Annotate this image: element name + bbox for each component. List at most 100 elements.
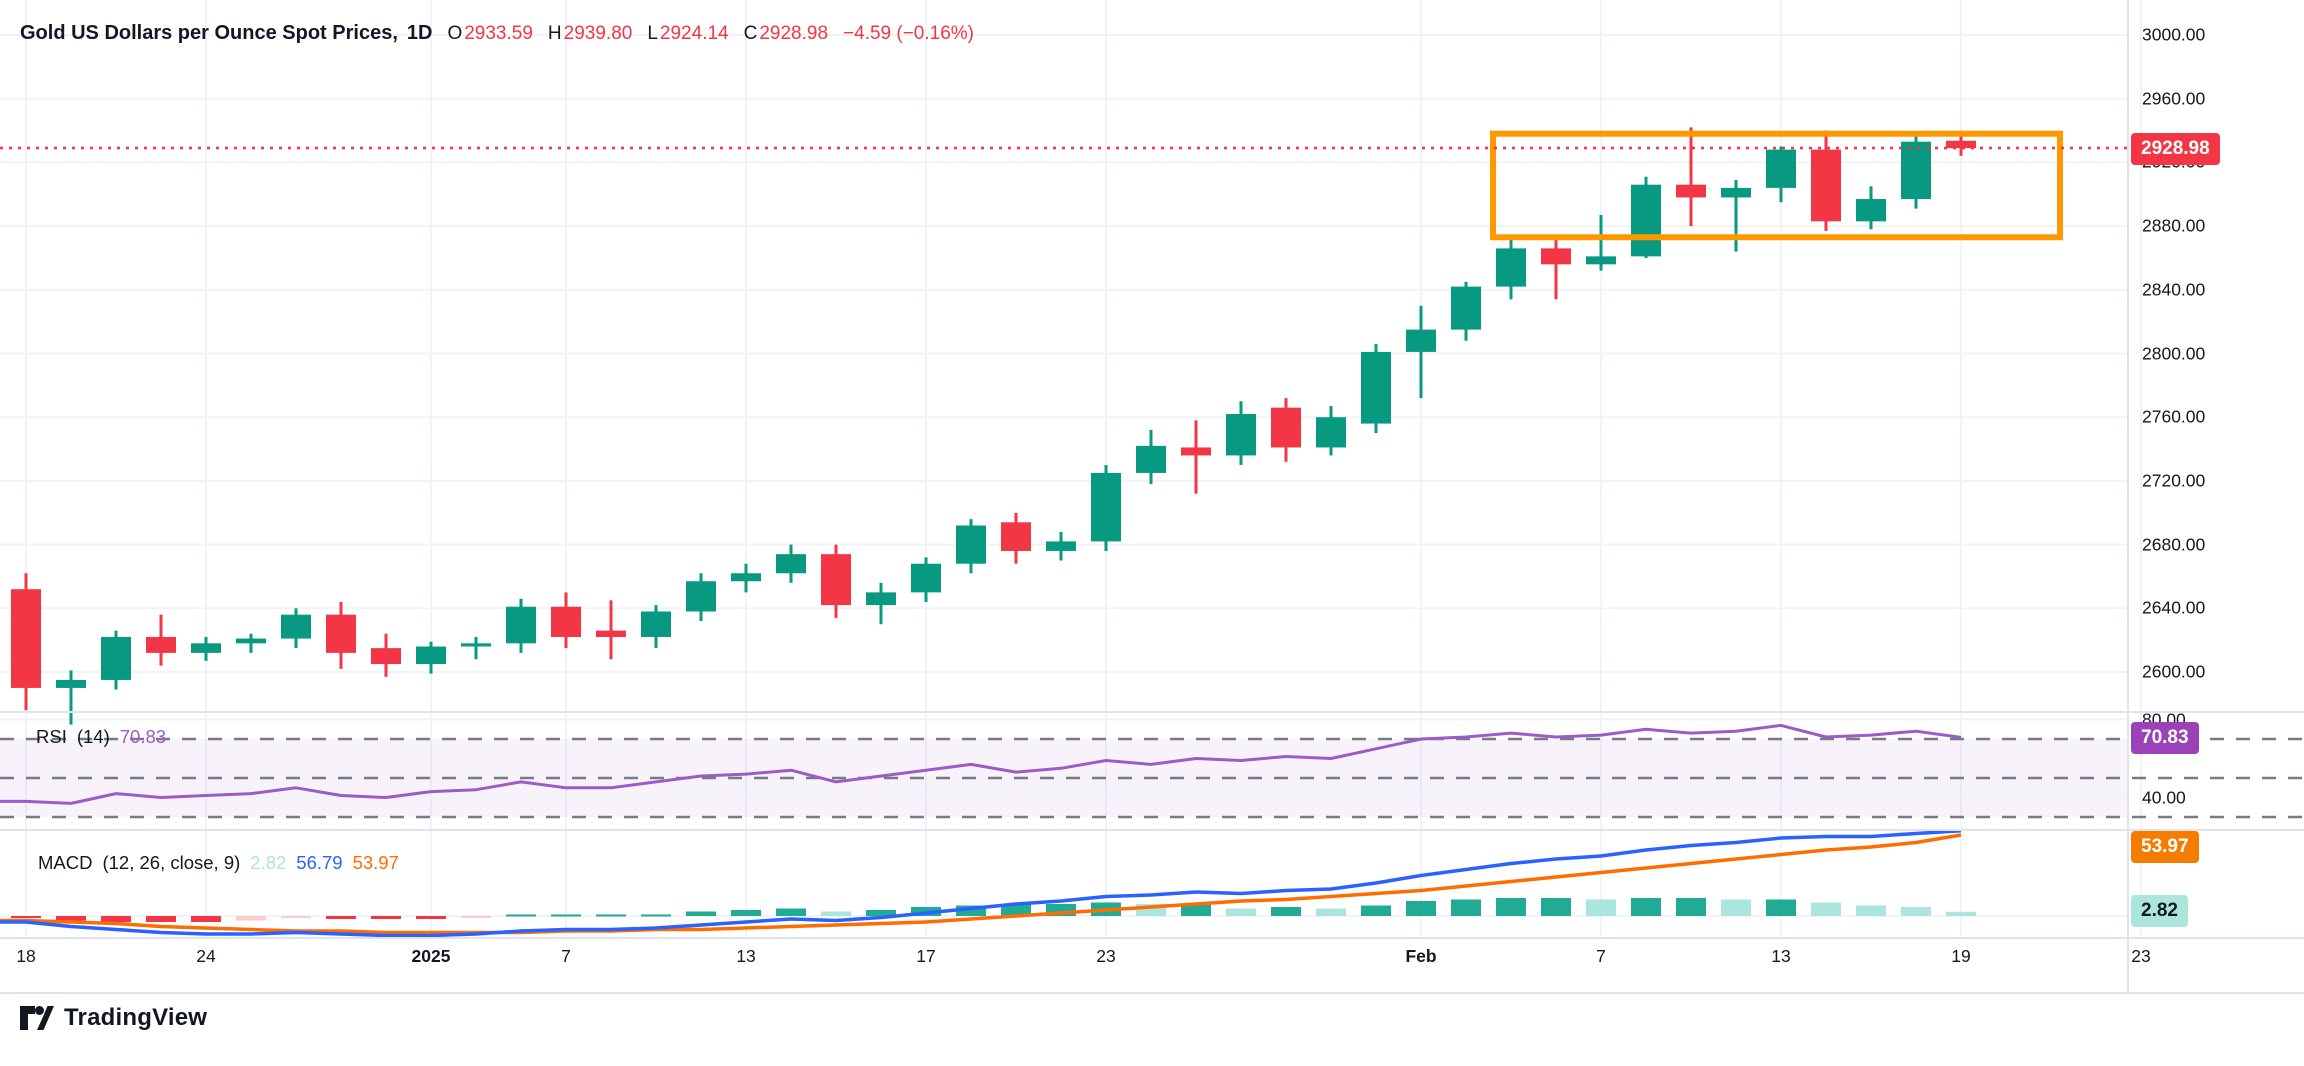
candle (1586, 256, 1616, 265)
tradingview-logo[interactable]: TradingView (20, 1004, 207, 1032)
candle (596, 630, 626, 637)
candle (1406, 329, 1436, 352)
candle (1766, 149, 1796, 188)
macd-histogram-bar (1586, 899, 1616, 916)
macd-histogram-bar (101, 916, 131, 922)
open-value: 2933.59 (464, 23, 533, 44)
macd-histogram-bar (191, 916, 221, 922)
macd-histogram-bar (1541, 898, 1571, 916)
rsi-axis-label: 40.00 (2142, 787, 2186, 807)
candle (641, 611, 671, 637)
price-axis-label: 2800.00 (2142, 343, 2206, 363)
macd-pane[interactable] (0, 830, 2128, 938)
macd-histogram-bar (146, 916, 176, 922)
candle (506, 606, 536, 644)
macd-line (0, 829, 1962, 938)
macd-histogram-bar (1856, 905, 1886, 916)
price-axis-label: 2960.00 (2142, 88, 2206, 109)
highlight-box[interactable] (1490, 130, 2063, 241)
candle (461, 643, 491, 647)
macd-histogram-bar (1361, 905, 1391, 916)
price-axis-label: 2880.00 (2142, 215, 2206, 236)
candle (911, 563, 941, 593)
macd-histogram-bar (506, 914, 536, 917)
candle (866, 592, 896, 606)
macd-histogram-bar (956, 905, 986, 916)
macd-histogram-bar (1721, 899, 1751, 916)
macd-hist-value: 2.82 (250, 852, 287, 873)
macd-histogram-bar (416, 916, 446, 919)
tradingview-logo-text: TradingView (64, 1004, 208, 1031)
candle (1541, 248, 1571, 265)
macd-histogram-bar (1271, 907, 1301, 916)
time-axis-label: 13 (1771, 946, 1791, 966)
macd-histogram-bar (1181, 904, 1211, 916)
macd-histogram-bar (1406, 901, 1436, 916)
candle (731, 573, 761, 582)
candle (1811, 149, 1841, 222)
price-pane[interactable] (0, 0, 2128, 712)
macd-histogram-bar (371, 916, 401, 919)
rsi-pane[interactable] (0, 712, 2128, 830)
candle (1001, 522, 1031, 551)
rsi-line (0, 723, 1962, 805)
macd-histogram-bar (1496, 898, 1526, 916)
candle (1631, 184, 1661, 257)
high-value: 2939.80 (563, 23, 633, 44)
candle (1136, 445, 1166, 473)
candle (1496, 248, 1526, 287)
candle (776, 554, 806, 574)
macd-legend[interactable]: MACD (12, 26, close, 9) 2.82 56.79 53.97 (38, 852, 399, 874)
macd-histogram-bar (461, 916, 491, 918)
candle (686, 581, 716, 612)
rsi-legend[interactable]: RSI (14) 70.83 (36, 726, 166, 748)
rsi-value: 70.83 (119, 726, 167, 747)
time-axis-label: 7 (561, 946, 571, 966)
candle (956, 525, 986, 564)
time-axis-label: 23 (2131, 946, 2151, 966)
price-axis-label: 2680.00 (2142, 534, 2206, 555)
low-label: L (647, 23, 658, 44)
time-axis-label: 18 (16, 946, 36, 966)
candle (146, 636, 176, 653)
candle (1856, 199, 1886, 222)
time-axis-label: 19 (1951, 946, 1971, 966)
chart-legend[interactable]: Gold US Dollars per Ounce Spot Prices, 1… (20, 22, 974, 45)
macd-histogram-bar (326, 916, 356, 919)
candle (1316, 417, 1346, 448)
time-axis-label: 7 (1596, 946, 1606, 966)
price-axis-label: 2760.00 (2142, 406, 2206, 427)
macd-histogram-bar (1901, 907, 1931, 916)
macd-histogram-bar (596, 914, 626, 917)
candle (56, 679, 86, 688)
candle (191, 643, 221, 653)
price-axis-label: 2840.00 (2142, 279, 2206, 300)
candle (1091, 472, 1121, 542)
macd-histogram-bar (821, 911, 851, 916)
candle (1946, 140, 1976, 149)
candle (371, 648, 401, 665)
macd-histogram-bar (1946, 911, 1976, 916)
macd-histogram-bar (1316, 908, 1346, 916)
candle (1901, 141, 1931, 200)
candle (1226, 414, 1256, 456)
macd-histogram-bar (236, 916, 266, 921)
candle (416, 646, 446, 665)
macd-line-value: 56.79 (296, 852, 343, 873)
macd-histogram-bar (551, 914, 581, 917)
macd-histogram-bar (1226, 908, 1256, 916)
price-axis-label: 3000.00 (2142, 24, 2206, 45)
tradingview-logo-icon (20, 1006, 54, 1030)
last-price-badge: 2928.98 (2131, 133, 2220, 165)
open-label: O (447, 23, 463, 44)
time-axis-label: 24 (196, 946, 216, 966)
macd-hist-badge: 2.82 (2131, 895, 2188, 927)
time-axis-label: Feb (1405, 946, 1437, 966)
time-axis-label: 2025 (411, 946, 451, 966)
close-value: 2928.98 (759, 23, 829, 44)
price-axis-label: 2720.00 (2142, 470, 2206, 491)
symbol-title: Gold US Dollars per Ounce Spot Prices, (20, 22, 398, 44)
rsi-params: (14) (76, 726, 110, 747)
